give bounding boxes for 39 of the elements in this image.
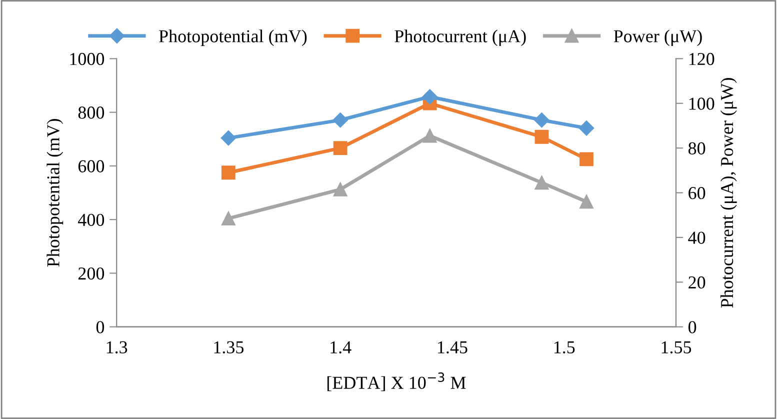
point [578, 120, 594, 136]
x-tick-label: 1.4 [330, 341, 352, 354]
y-tick-label: 400 [78, 214, 104, 226]
point [422, 128, 437, 143]
point [333, 141, 348, 155]
x-tick-label: 1.3 [106, 341, 128, 354]
x-tick-label: 1.55 [662, 341, 692, 354]
legend-label: Photopotential (mV) [159, 30, 307, 46]
point [580, 152, 594, 166]
y2-tick-label: 20 [688, 276, 706, 289]
y-tick-label: 800 [78, 106, 104, 119]
legend-label: Photocurrent (μA) [394, 30, 526, 46]
point [221, 211, 236, 226]
point [332, 112, 348, 128]
point [534, 176, 549, 190]
y2-axis-title: Photocurrent (μA), Power (μW) [720, 78, 737, 308]
point [333, 182, 348, 196]
point [534, 130, 549, 144]
y-tick-label: 0 [96, 321, 104, 334]
y2-tick-label: 100 [689, 98, 714, 110]
y-tick-label: 600 [78, 160, 104, 172]
x-tick-label: 1.45 [438, 341, 468, 354]
point [221, 166, 236, 180]
y2-tick-label: 40 [688, 232, 706, 244]
point [422, 89, 438, 104]
y2-tick-label: 80 [688, 142, 706, 154]
x-tick-label: 1.5 [554, 341, 575, 354]
y-tick-label: 200 [78, 267, 104, 280]
x-tick-label: 1.35 [214, 341, 244, 354]
point [580, 194, 594, 209]
legend-label: Power (μW) [614, 30, 702, 46]
point [220, 130, 236, 146]
y-tick-label: 1000 [70, 52, 104, 66]
y2-tick-label: 120 [689, 52, 714, 66]
y2-tick-label: 60 [688, 186, 706, 200]
y-axis-title: Photopotential (mV) [46, 119, 64, 267]
x-axis-title: [EDTA] X 10$^{−3}$ M [327, 372, 466, 392]
point [534, 112, 550, 128]
y2-tick-label: 0 [688, 321, 696, 334]
